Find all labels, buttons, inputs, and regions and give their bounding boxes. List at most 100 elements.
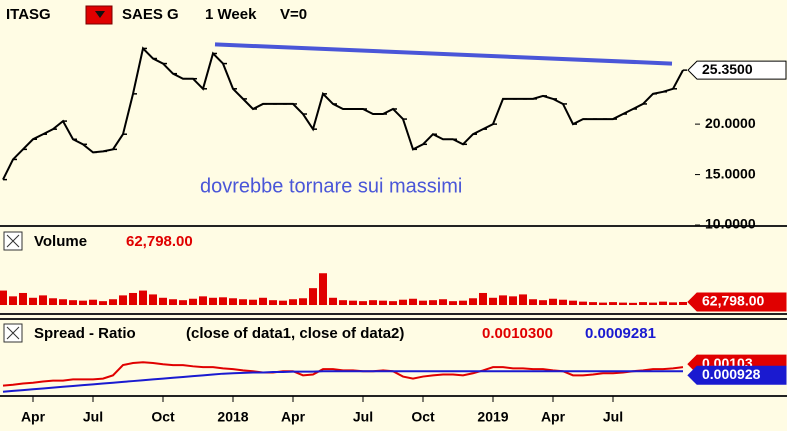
bar [629,302,637,305]
x-tick-label: Oct [151,409,175,425]
bar [559,299,567,305]
bar [669,302,677,305]
bar [39,295,47,305]
menu-arrow [95,11,105,18]
bar [289,299,297,305]
formula: (close of data1, close of data2) [186,325,404,342]
bar [609,302,617,305]
x-tick-label: 2019 [477,409,508,425]
bar [149,294,157,305]
value-tag [687,60,787,80]
bar [239,299,247,305]
bar [599,302,607,305]
bar [379,300,387,305]
bar [9,296,17,305]
bar [299,298,307,305]
bar [89,299,97,305]
bar [339,300,347,305]
panel-title: Volume [34,233,87,250]
bar [569,300,577,305]
chart-title: SAES G [122,6,179,23]
volume-setting: V=0 [280,6,307,23]
bar [549,298,557,305]
value-tag-label: 62,798.00 [702,293,764,309]
bar [249,299,257,305]
symbol: ITASG [6,6,51,23]
bar [69,300,77,305]
bar [19,292,27,305]
bar [659,301,667,305]
bar [119,295,127,305]
bar [309,288,317,305]
bar [399,299,407,305]
bar [639,302,647,305]
value-tag-label: 25.3500 [702,61,753,77]
bar [79,300,87,305]
bar [139,290,147,305]
value-tag [687,292,787,312]
bar [409,298,417,305]
x-tick-label: Apr [541,409,566,425]
close-icon [6,326,20,340]
value-tag-label: 0.000928 [702,366,761,382]
bar [499,295,507,305]
bar [109,299,117,305]
bar [429,300,437,305]
panel-title: Spread - Ratio [34,325,136,342]
bar [619,302,627,305]
bar [159,297,167,305]
bar [279,300,287,305]
bar [459,300,467,305]
bar [439,299,447,305]
period: 1 Week [205,6,257,23]
y-tick-label: 10.0000 [705,216,756,232]
bar [319,273,327,305]
bar [349,300,357,305]
bar [179,300,187,305]
bar [199,296,207,305]
annotation: dovrebbe tornare sui massimi [200,175,462,197]
bar [469,298,477,305]
bar [129,292,137,305]
last-value: 62,798.00 [126,233,193,250]
y-tick-label: 15.0000 [705,165,756,181]
bar [259,297,267,305]
bar [649,302,657,305]
x-tick-label: 2018 [217,409,248,425]
x-tick-label: Apr [281,409,306,425]
bar [389,301,397,305]
x-tick-label: Jul [603,409,623,425]
bar [59,299,67,305]
bar [209,297,217,305]
y-tick-label: 20.0000 [705,115,756,131]
x-tick-label: Jul [83,409,103,425]
value-tag [687,365,787,385]
close-icon [6,234,20,248]
bar [489,297,497,305]
bar [369,300,377,305]
last-value: 0.0010300 [482,325,553,342]
bar [189,298,197,305]
trendline [214,42,673,66]
bar [169,299,177,305]
bar [269,300,277,305]
bar [529,299,537,305]
bar [449,301,457,305]
line [2,370,684,393]
bar [589,302,597,305]
bar [479,292,487,305]
bar [519,294,527,305]
bar [219,297,227,305]
bar [579,301,587,305]
bar [29,297,37,305]
bar [329,297,337,305]
last-value: 0.0009281 [585,325,656,342]
bar [0,290,7,305]
x-tick-label: Apr [21,409,46,425]
bar [359,301,367,305]
bar [99,301,107,305]
x-tick-label: Jul [353,409,373,425]
